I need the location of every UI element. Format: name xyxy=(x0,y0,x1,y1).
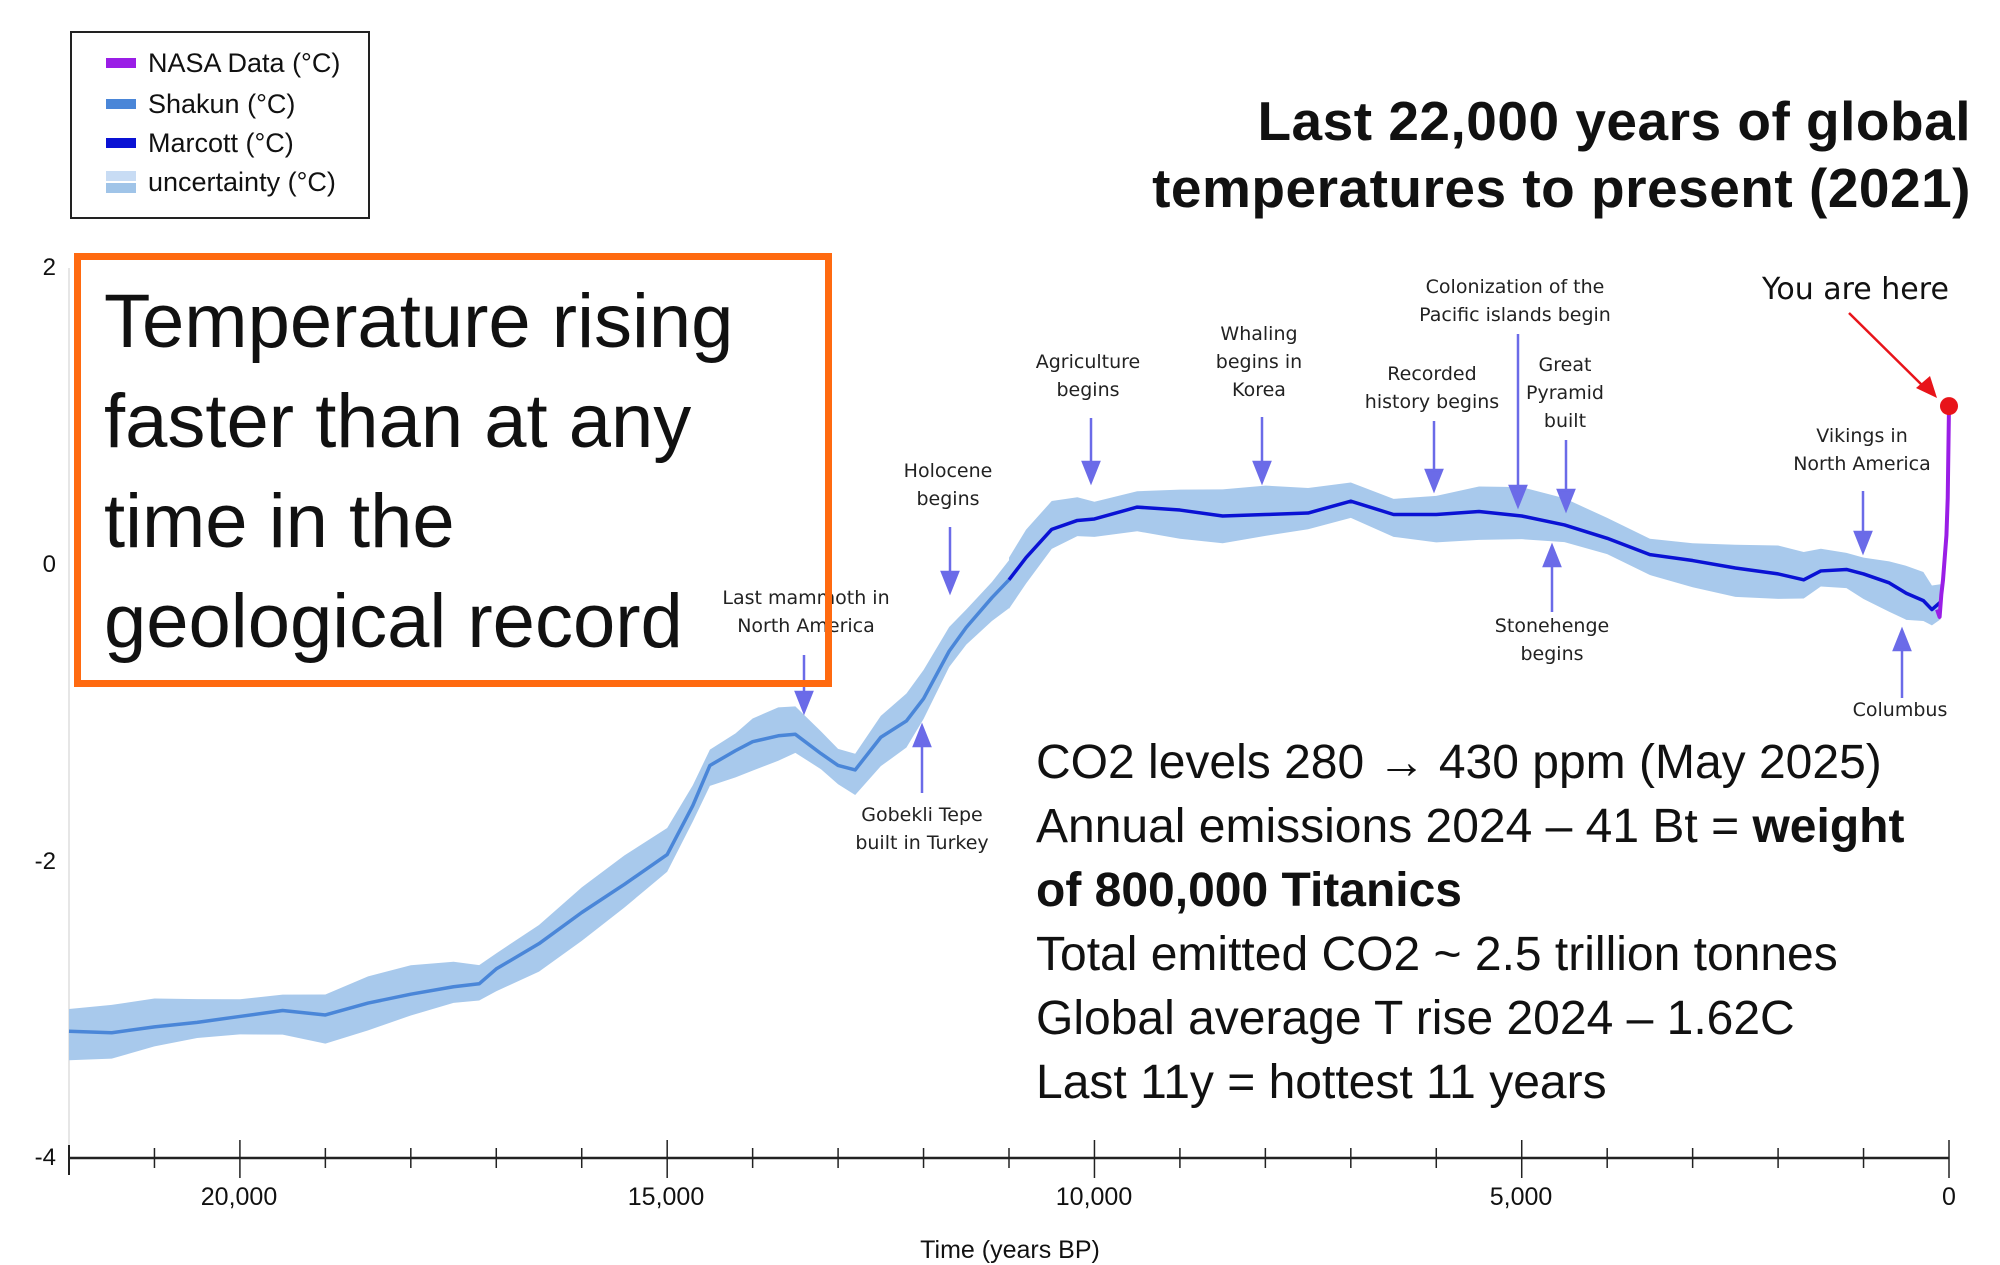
annotation-line: Columbus xyxy=(1852,699,1948,721)
arrow-stonehenge xyxy=(1542,542,1562,612)
title-line: temperatures to present (2021) xyxy=(1152,157,1971,219)
facts-block: CO2 levels 280 → 430 ppm (May 2025) Annu… xyxy=(1036,731,1904,1115)
annotation-line: begins xyxy=(1056,379,1120,401)
x-tick-label: 5,000 xyxy=(1489,1183,1553,1211)
legend: NASA Data (°C) Shakun (°C) Marcott (°C) … xyxy=(70,31,370,219)
annotation-line: begins xyxy=(1520,643,1584,665)
arrow-agriculture xyxy=(1081,418,1101,486)
annotation-line: Colonization of the xyxy=(1425,276,1605,298)
annotation-holocene: Holocene begins xyxy=(904,457,993,513)
uncertainty-band-shakun xyxy=(69,560,1009,1061)
annotation-line: Recorded xyxy=(1387,363,1477,385)
legend-item-nasa: NASA Data (°C) xyxy=(106,48,340,78)
arrow-mammoth xyxy=(794,655,814,716)
callout-line: time in the xyxy=(104,479,455,564)
you-are-here-arrow xyxy=(1848,312,1937,398)
y-tick-label: -2 xyxy=(34,848,56,875)
fact-text: Annual emissions 2024 – 41 Bt = xyxy=(1036,800,1753,853)
legend-label: Marcott (°C) xyxy=(148,127,294,158)
x-tick-label: 0 xyxy=(1942,1183,1956,1211)
x-tick-label: 15,000 xyxy=(627,1183,705,1211)
you-are-here-marker xyxy=(1940,397,1958,416)
legend-label: Shakun (°C) xyxy=(148,88,296,119)
fact-temperature-rise: Global average T rise 2024 – 1.62C xyxy=(1036,992,1795,1045)
annotation-line: begins in xyxy=(1215,351,1303,373)
annotation-line: North America xyxy=(1793,453,1931,475)
legend-item-shakun: Shakun (°C) xyxy=(106,89,295,119)
annotation-line: Last mammoth in xyxy=(722,587,890,609)
fact-total-emitted: Total emitted CO2 ~ 2.5 trillion tonnes xyxy=(1036,928,1838,981)
annotation-line: Whaling xyxy=(1220,323,1298,345)
legend-item-uncertainty: uncertainty (°C) xyxy=(106,167,336,197)
arrow-vikings xyxy=(1853,491,1873,556)
arrow-gobekli xyxy=(912,722,932,793)
marcott-line xyxy=(1007,499,1942,612)
y-tick-label: -4 xyxy=(34,1144,56,1171)
annotation-line: Agriculture xyxy=(1035,351,1141,373)
annotation-line: Pyramid xyxy=(1525,382,1605,404)
annotation-line: begins xyxy=(916,488,980,510)
arrow-pyramid xyxy=(1556,440,1576,514)
arrow-recorded xyxy=(1424,421,1444,494)
uncertainty-band-group xyxy=(69,482,1941,1061)
annotation-recorded-history: Recorded history begins xyxy=(1365,360,1499,416)
legend-label: NASA Data (°C) xyxy=(148,47,341,78)
y-tick-label: 2 xyxy=(42,254,56,281)
annotation-line: built xyxy=(1543,410,1587,432)
annotation-line: history begins xyxy=(1364,391,1500,413)
fact-titanics: of 800,000 Titanics xyxy=(1036,864,1462,917)
callout-box xyxy=(74,253,832,687)
annotation-line: Gobekli Tepe xyxy=(861,804,983,826)
shakun-line xyxy=(68,578,1011,1035)
annotation-line: Holocene xyxy=(903,460,993,482)
annotation-line: built in Turkey xyxy=(855,832,989,854)
you-are-here-label: You are here xyxy=(1762,272,1949,307)
fact-bold: weight xyxy=(1752,800,1905,853)
callout-line: Temperature rising xyxy=(104,279,734,364)
annotation-vikings: Vikings in North America xyxy=(1793,422,1931,478)
annotation-columbus: Columbus xyxy=(1853,696,1948,724)
title-line: Last 22,000 years of global xyxy=(1257,90,1971,152)
legend-swatch-nasa xyxy=(106,58,136,68)
x-axis xyxy=(68,1140,1950,1178)
arrow-whaling xyxy=(1252,417,1272,486)
fact-co2-levels: CO2 levels 280 → 430 ppm (May 2025) xyxy=(1036,736,1882,789)
annotation-pacific: Colonization of the Pacific islands begin xyxy=(1419,273,1611,329)
annotation-gobekli: Gobekli Tepe built in Turkey xyxy=(855,801,988,857)
annotation-stonehenge: Stonehenge begins xyxy=(1495,612,1609,668)
annotation-line: Great xyxy=(1538,354,1592,376)
x-tick-label: 10,000 xyxy=(1055,1183,1133,1211)
legend-swatch-marcott xyxy=(106,138,136,148)
annotation-whaling: Whaling begins in Korea xyxy=(1216,320,1302,404)
callout-line: geological record xyxy=(104,579,683,664)
legend-label: uncertainty (°C) xyxy=(148,166,336,197)
uncertainty-band-marcott xyxy=(1009,482,1941,626)
annotation-pyramid: Great Pyramid built xyxy=(1526,351,1604,435)
fact-hottest-years: Last 11y = hottest 11 years xyxy=(1036,1056,1607,1109)
annotation-line: Pacific islands begin xyxy=(1419,304,1611,326)
annotation-line: Korea xyxy=(1232,379,1286,401)
series-lines-group xyxy=(68,397,1958,1035)
chart-title: Last 22,000 years of global temperatures… xyxy=(1152,88,1971,222)
arrow-pacific xyxy=(1508,334,1528,510)
annotation-arrows xyxy=(794,334,1912,793)
annotation-line: North America xyxy=(737,615,875,637)
callout-line: faster than at any xyxy=(104,379,692,464)
fact-emissions: Annual emissions 2024 – 41 Bt = weight xyxy=(1036,795,1904,859)
annotation-agriculture: Agriculture begins xyxy=(1036,348,1141,404)
arrow-columbus xyxy=(1892,626,1912,698)
callout-text: Temperature rising faster than at any ti… xyxy=(104,272,733,672)
legend-swatch-uncertainty xyxy=(106,171,136,193)
y-tick-label: 0 xyxy=(42,551,56,578)
annotation-line: Stonehenge xyxy=(1494,615,1610,637)
legend-item-marcott: Marcott (°C) xyxy=(106,128,294,158)
annotation-mammoth: Last mammoth in North America xyxy=(722,584,889,640)
x-axis-label: Time (years BP) xyxy=(920,1236,1100,1264)
legend-swatch-shakun xyxy=(106,99,136,109)
x-tick-label: 20,000 xyxy=(200,1183,278,1211)
nasa-line xyxy=(1935,406,1951,619)
annotation-line: Vikings in xyxy=(1816,425,1908,447)
arrow-holocene xyxy=(940,527,960,596)
